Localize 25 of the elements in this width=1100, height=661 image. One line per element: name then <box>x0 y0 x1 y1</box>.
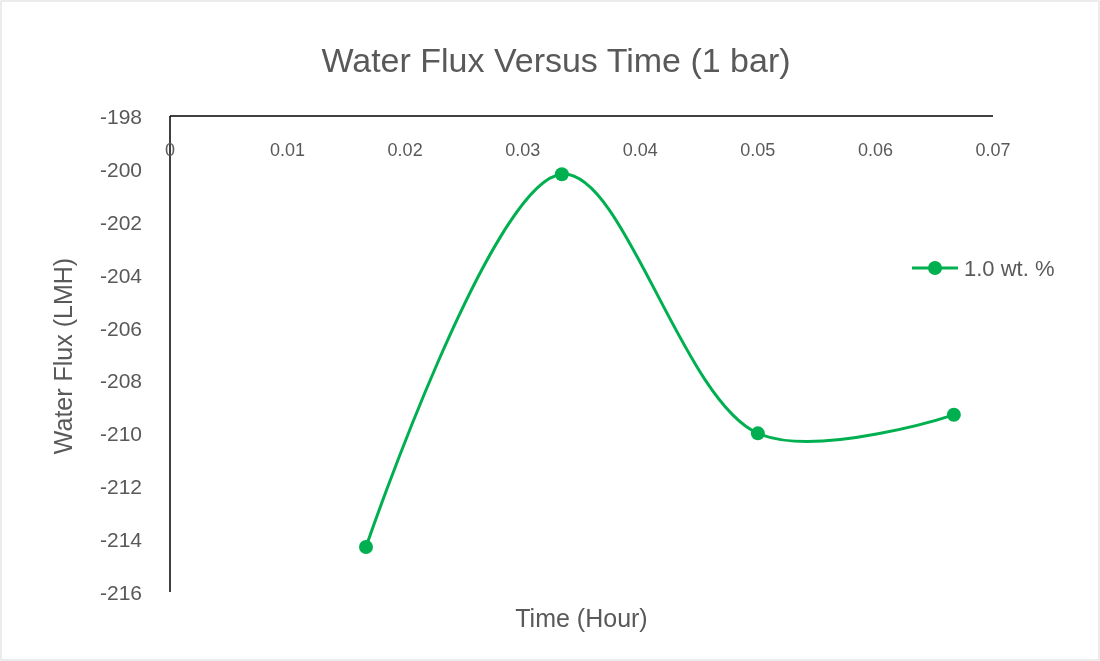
point <box>358 540 373 555</box>
x-tick-label: 0.07 <box>975 140 1011 160</box>
chart-title: Water Flux Versus Time (1 bar) <box>321 41 791 79</box>
x-tick-label: 0.01 <box>270 140 306 160</box>
point <box>946 407 961 422</box>
x-tick-label: 0.05 <box>740 140 776 160</box>
y-tick-label: -206 <box>99 316 142 340</box>
y-tick-label: -202 <box>99 210 142 234</box>
y-axis-title: Water Flux (LMH) <box>49 257 77 455</box>
y-tick-label: -198 <box>99 105 142 128</box>
y-tick-label: -200 <box>99 157 142 181</box>
x-tick-label: 0.06 <box>857 140 893 160</box>
x-tick-label: 0.04 <box>622 140 658 160</box>
y-tick-label: -204 <box>99 263 143 287</box>
y-tick-label: -216 <box>99 581 142 604</box>
point <box>750 426 765 441</box>
y-tick-label: -210 <box>99 422 142 446</box>
x-axis-title: Time (Hour) <box>515 604 648 632</box>
x-tick-label: 0.03 <box>505 140 541 160</box>
y-tick-label: -214 <box>99 528 143 552</box>
x-tick-label: 0.02 <box>387 140 423 160</box>
point <box>554 167 569 182</box>
y-tick-label: -212 <box>99 475 142 499</box>
legend-label: 1.0 wt. % <box>964 256 1055 281</box>
y-tick-label: -208 <box>99 369 142 393</box>
